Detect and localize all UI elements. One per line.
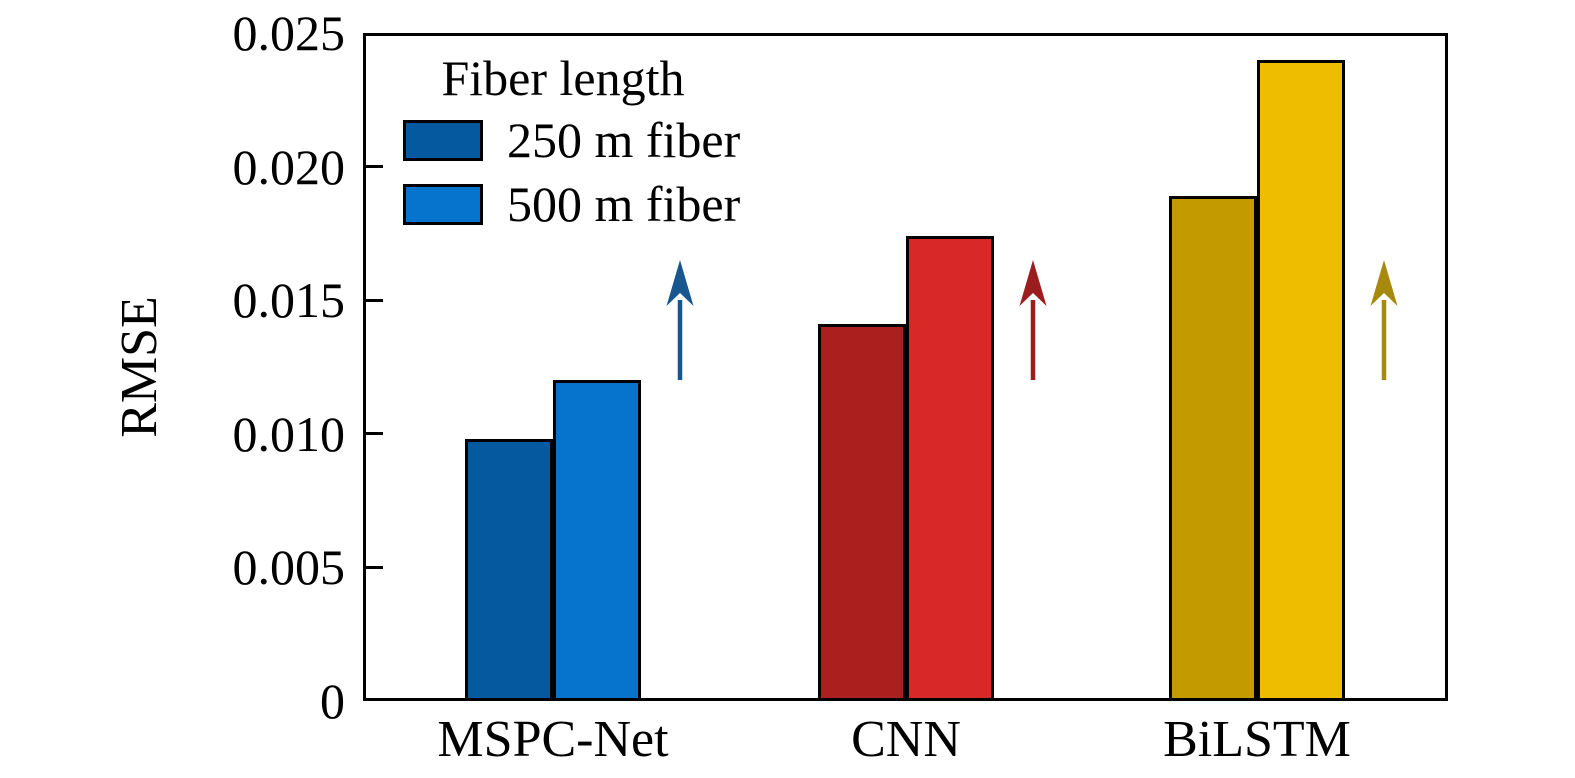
y-tick-label-0-025: 0.025	[232, 5, 346, 61]
bar-mspc-net-500-m-fiber	[553, 380, 641, 701]
legend-entry-500m: 500 m fiber	[403, 178, 740, 230]
y-tick-0-010	[366, 432, 383, 436]
bar-cnn-500-m-fiber	[906, 236, 994, 701]
y-tick-0-020	[366, 165, 383, 169]
legend-entry-250m: 250 m fiber	[403, 114, 740, 166]
y-tick-label-0-015: 0.015	[232, 272, 346, 329]
x-tick-label-cnn: CNN	[851, 711, 961, 768]
x-tick-label-bilstm: BiLSTM	[1163, 711, 1351, 768]
legend: Fiber length 250 m fiber 500 m fiber	[403, 50, 740, 242]
y-tick-0-015	[366, 298, 383, 302]
legend-label-500m: 500 m fiber	[507, 176, 741, 232]
y-tick-0-005	[366, 565, 383, 569]
bar-cnn-250-m-fiber	[818, 324, 906, 701]
up-arrow-mspc-net	[666, 260, 694, 380]
y-tick-label-0-005: 0.005	[232, 539, 346, 596]
up-arrow-cnn	[1019, 260, 1047, 380]
bar-bilstm-250-m-fiber	[1169, 196, 1257, 701]
legend-label-250m: 250 m fiber	[507, 112, 741, 168]
y-tick-label-0-020: 0.020	[232, 138, 346, 195]
bar-mspc-net-250-m-fiber	[465, 439, 553, 701]
y-tick-label-0: 0	[320, 673, 345, 729]
bar-bilstm-500-m-fiber	[1257, 60, 1345, 701]
legend-swatch-250m	[403, 119, 483, 161]
legend-title: Fiber length	[441, 50, 685, 106]
up-arrow-bilstm	[1370, 260, 1398, 380]
x-tick-label-mspc-net: MSPC-Net	[437, 711, 669, 768]
y-tick-label-0-010: 0.010	[232, 405, 346, 462]
legend-swatch-500m	[403, 183, 483, 225]
